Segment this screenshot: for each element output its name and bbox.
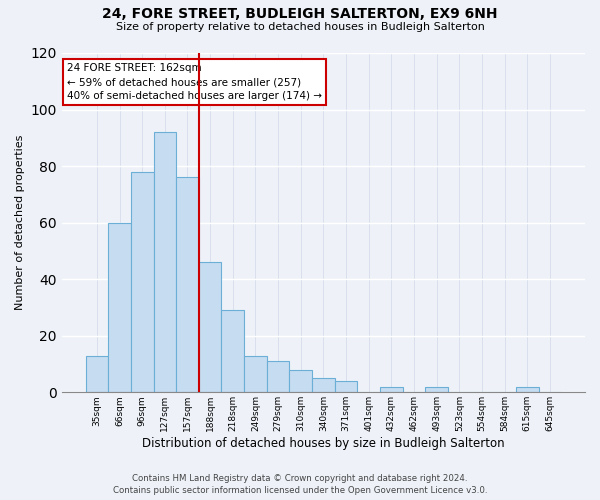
Bar (86, 356, 108, 393)
Bar (221, 310, 244, 392)
Bar (199, 262, 221, 392)
Text: 24 FORE STREET: 162sqm
← 59% of detached houses are smaller (257)
40% of semi-de: 24 FORE STREET: 162sqm ← 59% of detached… (67, 63, 322, 101)
Y-axis label: Number of detached properties: Number of detached properties (15, 135, 25, 310)
Bar (154, 132, 176, 392)
Bar (267, 361, 289, 392)
Bar (244, 356, 267, 393)
Bar (289, 370, 312, 392)
Bar (335, 381, 358, 392)
Bar (425, 386, 448, 392)
Bar (312, 378, 335, 392)
Bar (176, 178, 199, 392)
X-axis label: Distribution of detached houses by size in Budleigh Salterton: Distribution of detached houses by size … (142, 437, 505, 450)
Text: 24, FORE STREET, BUDLEIGH SALTERTON, EX9 6NH: 24, FORE STREET, BUDLEIGH SALTERTON, EX9… (102, 8, 498, 22)
Bar (108, 222, 131, 392)
Bar (516, 386, 539, 392)
Text: Contains HM Land Registry data © Crown copyright and database right 2024.
Contai: Contains HM Land Registry data © Crown c… (113, 474, 487, 495)
Bar (131, 172, 154, 392)
Bar (380, 386, 403, 392)
Text: Size of property relative to detached houses in Budleigh Salterton: Size of property relative to detached ho… (116, 22, 484, 32)
